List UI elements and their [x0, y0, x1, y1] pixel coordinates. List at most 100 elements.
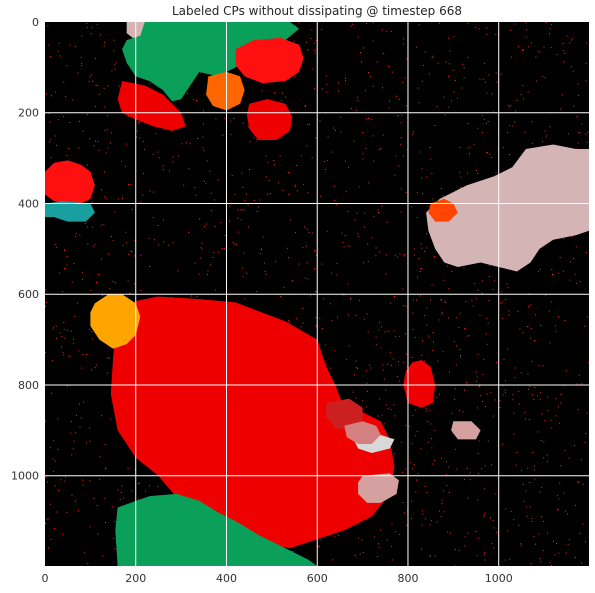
speckle-point	[316, 326, 318, 328]
speckle-point	[345, 80, 346, 81]
speckle-point	[335, 129, 336, 131]
speckle-point	[324, 169, 326, 171]
speckle-point	[51, 392, 52, 394]
speckle-point	[426, 492, 428, 494]
speckle-point	[394, 174, 396, 176]
speckle-point	[473, 143, 475, 145]
speckle-point	[387, 408, 389, 410]
speckle-point	[418, 24, 420, 26]
grid-layer	[45, 22, 589, 566]
speckle-point	[518, 524, 520, 526]
speckle-point	[241, 209, 243, 211]
speckle-point	[186, 92, 188, 94]
speckle-point	[232, 242, 234, 243]
speckle-point	[441, 299, 443, 301]
speckle-point	[485, 406, 486, 408]
speckle-point	[544, 77, 546, 79]
speckle-point	[403, 254, 405, 255]
speckle-point	[80, 56, 82, 58]
speckle-point	[234, 193, 236, 195]
speckle-point	[158, 157, 160, 159]
speckle-point	[347, 314, 349, 316]
speckle-point	[567, 513, 569, 515]
speckle-point	[73, 440, 75, 442]
speckle-point	[575, 556, 576, 558]
speckle-point	[265, 273, 267, 275]
speckle-point	[306, 145, 308, 147]
speckle-point	[560, 402, 562, 404]
speckle-point	[385, 30, 387, 32]
speckle-point	[564, 320, 566, 321]
speckle-point	[406, 524, 408, 526]
x-tick-label: 800	[397, 572, 418, 585]
speckle-point	[295, 232, 297, 233]
speckle-point	[543, 46, 545, 48]
speckle-point	[313, 268, 315, 270]
region-layer	[45, 22, 589, 566]
speckle-point	[436, 396, 438, 398]
speckle-point	[314, 52, 316, 54]
speckle-point	[199, 218, 201, 220]
speckle-point	[244, 199, 246, 201]
speckle-point	[447, 265, 449, 267]
speckle-point	[477, 472, 479, 474]
speckle-point	[300, 326, 302, 328]
speckle-point	[430, 299, 431, 301]
speckle-point	[238, 231, 240, 233]
speckle-point	[529, 482, 531, 483]
speckle-point	[434, 555, 436, 557]
speckle-point	[484, 559, 486, 561]
speckle-point	[331, 319, 333, 321]
speckle-point	[336, 203, 337, 205]
speckle-point	[140, 254, 142, 256]
speckle-point	[479, 395, 481, 397]
speckle-point	[547, 396, 549, 398]
speckle-point	[558, 316, 559, 318]
speckle-point	[157, 151, 159, 153]
speckle-point	[569, 279, 571, 281]
speckle-point	[63, 354, 65, 356]
speckle-point	[343, 246, 345, 248]
speckle-point	[464, 545, 466, 547]
y-tick-label: 1000	[11, 470, 39, 483]
speckle-point	[522, 484, 524, 485]
x-tick-label: 600	[307, 572, 328, 585]
speckle-point	[248, 126, 250, 128]
speckle-point	[127, 115, 129, 117]
speckle-point	[466, 335, 468, 337]
speckle-point	[375, 255, 377, 257]
speckle-point	[538, 533, 540, 535]
speckle-point	[443, 96, 445, 98]
speckle-point	[432, 198, 434, 200]
speckle-point	[445, 474, 447, 476]
speckle-point	[220, 222, 222, 224]
speckle-point	[129, 292, 131, 294]
speckle-point	[378, 547, 380, 549]
speckle-point	[471, 299, 473, 301]
speckle-point	[81, 62, 82, 64]
speckle-point	[443, 279, 445, 281]
speckle-point	[193, 98, 195, 100]
speckle-point	[426, 324, 428, 326]
speckle-point	[144, 148, 145, 150]
speckle-point	[453, 91, 455, 93]
speckle-point	[582, 523, 584, 525]
speckle-point	[506, 283, 508, 285]
speckle-point	[405, 424, 407, 426]
speckle-point	[379, 148, 380, 150]
speckle-point	[329, 303, 331, 305]
speckle-point	[520, 372, 522, 374]
speckle-point	[152, 153, 154, 155]
speckle-point	[372, 22, 374, 24]
speckle-point	[372, 85, 374, 87]
speckle-point	[355, 397, 357, 399]
speckle-point	[423, 65, 424, 66]
speckle-point	[302, 322, 304, 324]
speckle-point	[522, 332, 524, 334]
speckle-point	[464, 536, 466, 538]
speckle-point	[294, 76, 296, 78]
speckle-point	[455, 565, 457, 566]
speckle-point	[53, 440, 55, 442]
speckle-point	[323, 298, 325, 300]
speckle-point	[532, 452, 534, 454]
